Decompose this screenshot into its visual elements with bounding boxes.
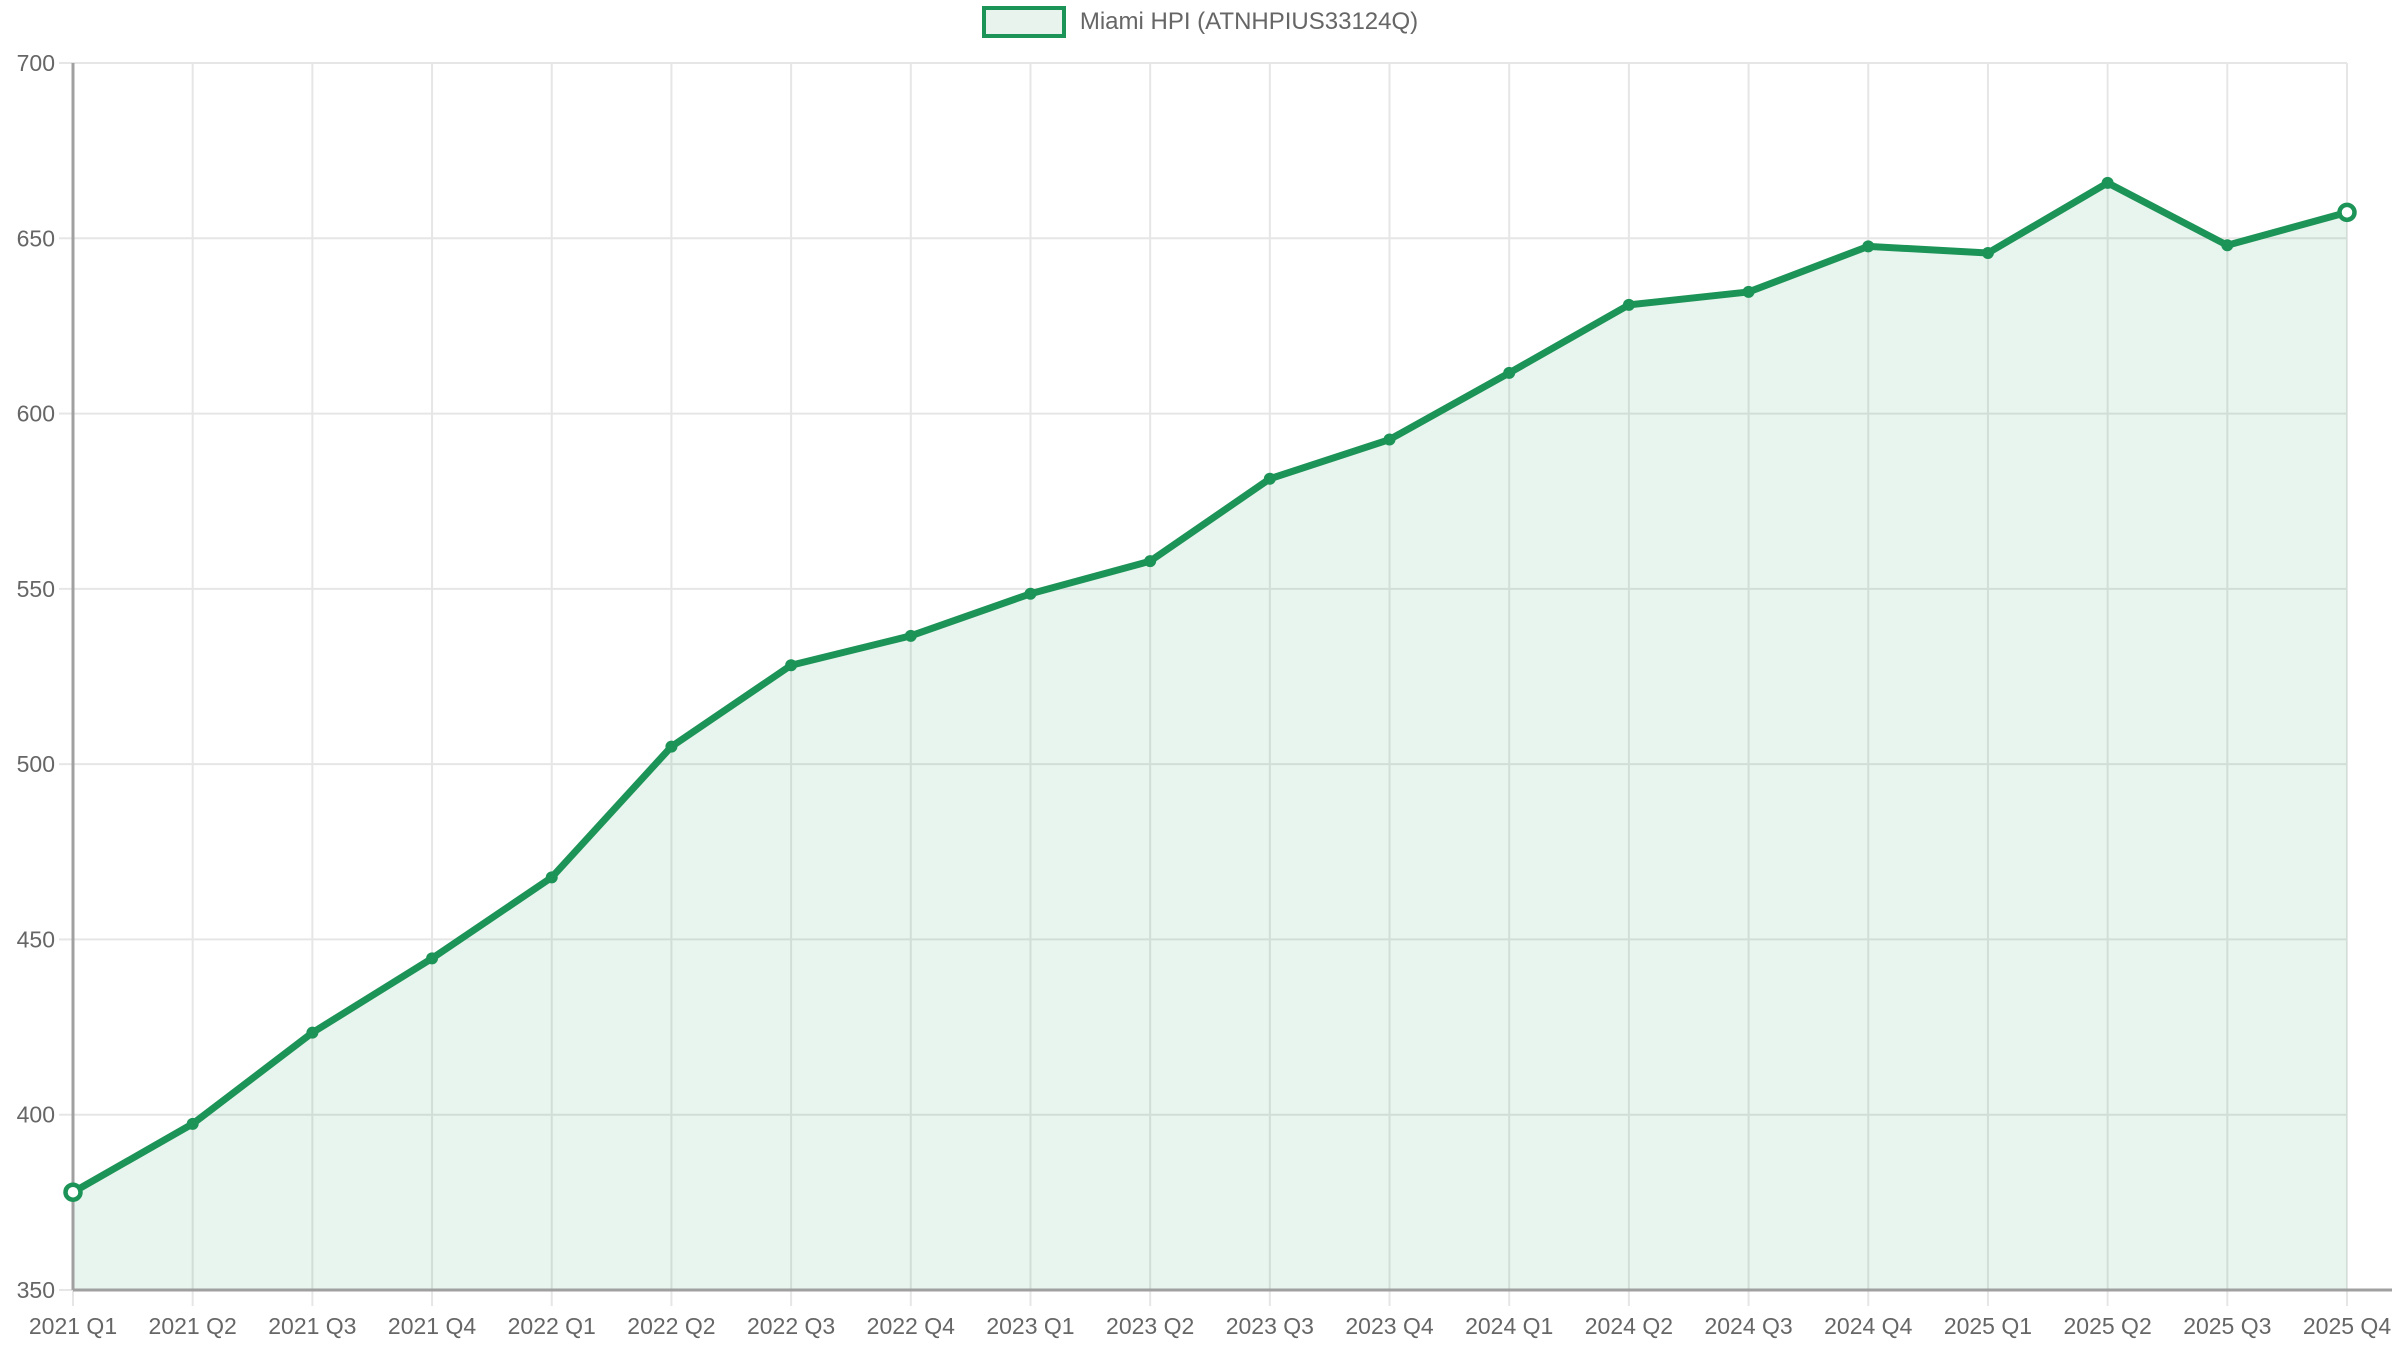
data-point-marker[interactable] [1024, 587, 1037, 600]
x-axis-tick-label: 2021 Q4 [388, 1313, 476, 1339]
legend-swatch-icon [981, 6, 1066, 38]
data-point-marker[interactable] [785, 659, 798, 672]
y-axis-tick-label: 350 [17, 1277, 55, 1303]
series-area [73, 182, 2347, 1291]
x-axis-tick-label: 2023 Q1 [986, 1313, 1074, 1339]
x-axis-tick-label: 2025 Q4 [2303, 1313, 2391, 1339]
data-point-marker[interactable] [2221, 239, 2234, 252]
x-axis-tick-label: 2024 Q2 [1585, 1313, 1673, 1339]
x-axis-tick-label: 2024 Q1 [1465, 1313, 1553, 1339]
y-axis-tick-label: 500 [17, 751, 55, 777]
x-axis-tick-label: 2025 Q3 [2183, 1313, 2271, 1339]
y-axis-tick-label: 400 [17, 1102, 55, 1128]
y-axis-tick-label: 650 [17, 225, 55, 251]
legend-label: Miami HPI (ATNHPIUS33124Q) [1079, 8, 1419, 35]
x-axis-tick-label: 2022 Q1 [508, 1313, 596, 1339]
data-point-marker[interactable] [1263, 472, 1276, 485]
data-point-marker[interactable] [1862, 240, 1875, 253]
data-point-marker[interactable] [1144, 555, 1157, 568]
data-point-marker[interactable] [904, 629, 917, 642]
data-point-marker[interactable] [306, 1026, 319, 1039]
x-axis-tick-label: 2021 Q2 [149, 1313, 237, 1339]
data-point-marker[interactable] [1503, 366, 1516, 379]
data-point-marker[interactable] [63, 1182, 83, 1202]
x-axis-tick-label: 2023 Q4 [1345, 1313, 1433, 1339]
data-point-marker[interactable] [1742, 285, 1755, 298]
y-axis-tick-label: 550 [17, 576, 55, 602]
x-axis-tick-label: 2024 Q4 [1824, 1313, 1912, 1339]
x-axis-tick-label: 2023 Q3 [1226, 1313, 1314, 1339]
data-point-marker[interactable] [665, 740, 678, 753]
data-point-marker[interactable] [1622, 298, 1635, 311]
x-axis-tick-label: 2025 Q1 [1944, 1313, 2032, 1339]
data-point-marker[interactable] [186, 1117, 199, 1130]
x-axis-tick-label: 2024 Q3 [1704, 1313, 1792, 1339]
series-line [69, 179, 2351, 1196]
chart-legend[interactable]: Miami HPI (ATNHPIUS33124Q) [0, 6, 2400, 38]
data-point-marker[interactable] [1981, 247, 1994, 260]
data-point-marker[interactable] [2101, 176, 2114, 189]
x-axis-tick-label: 2021 Q3 [268, 1313, 356, 1339]
x-axis-tick-label: 2022 Q2 [627, 1313, 715, 1339]
x-axis-tick-label: 2023 Q2 [1106, 1313, 1194, 1339]
y-axis-tick-label: 600 [17, 401, 55, 427]
data-point-marker[interactable] [2337, 202, 2357, 223]
x-axis-tick-label: 2021 Q1 [29, 1313, 117, 1339]
data-point-marker[interactable] [1383, 433, 1396, 446]
data-point-marker[interactable] [545, 871, 558, 884]
data-point-marker[interactable] [426, 952, 439, 965]
x-axis-tick-label: 2022 Q3 [747, 1313, 835, 1339]
y-axis-tick-label: 700 [17, 50, 55, 76]
x-axis-tick-label: 2022 Q4 [867, 1313, 955, 1339]
y-axis-tick-label: 450 [17, 926, 55, 952]
x-axis-tick-label: 2025 Q2 [2064, 1313, 2152, 1339]
